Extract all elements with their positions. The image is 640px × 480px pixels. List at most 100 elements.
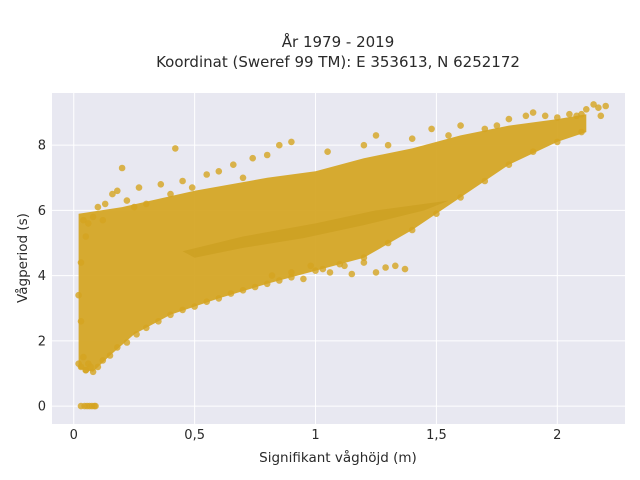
data-point xyxy=(428,125,435,133)
y-tick-label: 2 xyxy=(38,334,46,349)
x-tick-label: 0 xyxy=(70,428,78,443)
data-point xyxy=(123,197,131,204)
data-point xyxy=(99,216,107,224)
data-point xyxy=(372,269,380,276)
data-point xyxy=(602,102,609,110)
data-point xyxy=(230,161,237,168)
data-point xyxy=(348,270,356,278)
data-point xyxy=(408,226,416,234)
data-point xyxy=(382,264,389,271)
x-tick-label: 2 xyxy=(553,428,561,443)
data-point xyxy=(276,277,283,284)
data-point xyxy=(82,233,90,240)
data-point xyxy=(493,122,501,129)
data-point xyxy=(597,112,605,120)
data-point xyxy=(276,141,283,149)
data-point xyxy=(288,138,295,146)
data-point xyxy=(77,318,85,325)
point-cloud-bands xyxy=(78,114,587,372)
data-point xyxy=(300,275,307,283)
data-point xyxy=(529,148,537,155)
data-point xyxy=(143,324,150,332)
data-point xyxy=(157,181,165,188)
data-point xyxy=(89,368,97,376)
data-point xyxy=(360,254,368,261)
y-tick-label: 6 xyxy=(38,204,46,219)
data-point xyxy=(307,262,315,270)
data-point xyxy=(87,363,94,371)
data-point xyxy=(82,366,90,374)
data-points xyxy=(75,101,609,410)
data-point xyxy=(191,303,198,310)
data-point xyxy=(179,177,186,185)
x-tick-label: 1 xyxy=(311,428,319,443)
data-point xyxy=(227,290,235,297)
data-point xyxy=(268,272,276,279)
data-point xyxy=(505,161,513,168)
data-point xyxy=(566,110,573,118)
dense-point-cloud-core xyxy=(182,200,449,258)
data-point xyxy=(529,109,537,116)
data-point xyxy=(77,259,85,266)
data-point xyxy=(263,151,271,159)
data-point xyxy=(179,306,186,314)
data-point xyxy=(312,267,319,275)
data-point xyxy=(123,339,131,346)
data-point xyxy=(541,112,549,120)
data-point xyxy=(554,138,561,146)
data-point xyxy=(445,132,452,139)
data-point xyxy=(263,280,271,288)
data-point xyxy=(372,132,380,139)
data-point xyxy=(89,213,97,221)
data-point xyxy=(130,203,138,211)
data-point xyxy=(80,353,87,361)
x-tick-label: 0,5 xyxy=(184,428,205,443)
data-point xyxy=(595,104,602,111)
data-point xyxy=(94,203,102,211)
data-point xyxy=(92,402,99,410)
data-point xyxy=(239,174,247,182)
y-axis-label: Vågperiod (s) xyxy=(14,213,31,303)
data-point xyxy=(288,274,295,281)
data-point xyxy=(155,318,162,325)
x-axis-ticks: 0 0,5 1 1,5 2 xyxy=(70,428,562,443)
data-point xyxy=(360,141,368,149)
data-point xyxy=(578,128,585,136)
data-point xyxy=(99,357,107,364)
data-point xyxy=(522,112,530,120)
y-tick-label: 8 xyxy=(38,139,46,154)
data-point xyxy=(384,239,392,247)
data-point xyxy=(392,262,399,270)
data-point xyxy=(114,187,121,195)
data-point xyxy=(457,122,464,129)
chart-title-line-1: År 1979 - 2019 xyxy=(282,32,395,51)
data-point xyxy=(101,200,109,208)
x-axis-label: Signifikant våghöjd (m) xyxy=(259,449,417,466)
data-point xyxy=(360,259,368,266)
data-point xyxy=(408,135,416,142)
data-point xyxy=(251,283,259,291)
data-point xyxy=(109,190,116,198)
data-point xyxy=(135,184,143,191)
data-point xyxy=(133,331,140,338)
data-point xyxy=(203,298,210,306)
x-tick-label: 1,5 xyxy=(426,428,447,443)
data-point xyxy=(215,168,223,175)
data-point xyxy=(457,194,464,201)
data-point xyxy=(583,106,590,113)
y-tick-label: 4 xyxy=(38,269,46,284)
data-point xyxy=(203,171,210,178)
data-point xyxy=(401,265,409,273)
data-point xyxy=(172,145,179,152)
data-point xyxy=(167,190,174,198)
chart-title-line-2: Koordinat (Sweref 99 TM): E 353613, N 62… xyxy=(156,53,520,71)
data-point xyxy=(578,110,585,118)
data-point xyxy=(167,311,174,319)
data-point xyxy=(288,269,295,276)
y-tick-label: 0 xyxy=(38,400,46,415)
data-point xyxy=(590,101,597,108)
data-point xyxy=(118,164,126,172)
data-point xyxy=(481,125,489,133)
data-point xyxy=(433,210,440,217)
